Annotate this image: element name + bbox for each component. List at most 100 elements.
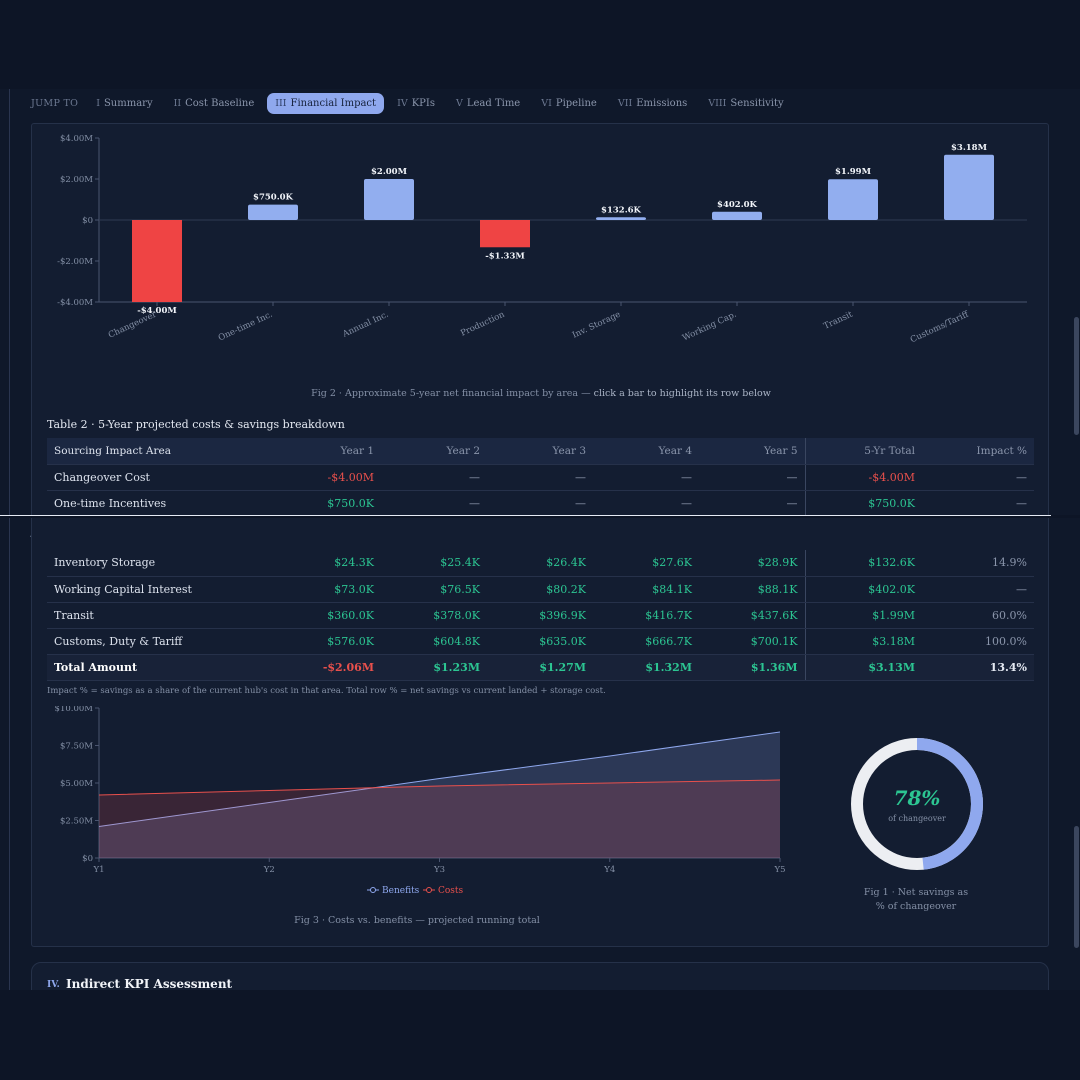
cell-value: $402.0K: [804, 576, 922, 603]
bar-4[interactable]: [480, 220, 530, 248]
y-tick-label: $5.00M: [60, 779, 93, 789]
table-row[interactable]: Transit $360.0K $378.0K $396.9K $416.7K $437.…: [47, 602, 1034, 629]
cell-value: $27.6K: [593, 550, 699, 577]
series-line-costs: [98, 779, 781, 796]
scrollbar-thumb[interactable]: [1074, 317, 1079, 435]
cell-value: -$4.00M: [267, 464, 381, 491]
table-row[interactable]: Customs, Duty & Tariff $576.0K $604.8K $635…: [47, 628, 1034, 655]
col-header-year2[interactable]: Year 2: [381, 438, 487, 465]
viewport-top: JUMP TO I Summary II Cost Baseline III Financi…: [0, 89, 1080, 515]
fig3-caption: Fig 3 · Costs vs. benefits — projected r…: [294, 915, 540, 926]
fig1-caption-line2: % of changeover: [875, 901, 957, 912]
col-header-year1[interactable]: Year 1: [267, 438, 381, 465]
table-row[interactable]: Changeover Cost -$4.00M — — — — -$4.00M —: [47, 464, 1034, 491]
x-tick-label: Annual Inc.: [340, 310, 390, 340]
nav-link-label: Summary: [103, 97, 153, 109]
cell-value: $700.1K: [699, 628, 805, 655]
cell-value: $25.4K: [381, 550, 487, 577]
nav-link-numeral: V: [455, 97, 463, 109]
cell-value: 100.0%: [922, 628, 1034, 655]
y-tick-label: $0: [82, 216, 93, 226]
donut-subtitle: of changeover: [888, 813, 946, 823]
section-iv-header[interactable]: IV. Indirect KPI Assessment: [31, 962, 1049, 990]
cell-value: $88.1K: [699, 576, 805, 603]
legend-label-benefits[interactable]: Benefits: [382, 886, 420, 896]
y-tick-label: $7.50M: [60, 742, 93, 752]
cell-value: -$4.00M: [804, 464, 922, 491]
legend-marker: [370, 887, 376, 893]
cell-area: One-time Incentives: [47, 490, 267, 515]
fig1-caption: Fig 1 · Net savings as % of changeover: [856, 886, 976, 914]
table-total-row[interactable]: Total Amount -$2.06M $1.23M $1.27M $1.32M $1.…: [47, 653, 1034, 681]
cell-area: Inventory Storage: [47, 550, 267, 577]
scrollbar-thumb[interactable]: [1074, 826, 1079, 948]
cell-value: —: [487, 464, 593, 491]
col-header-impact[interactable]: Impact %: [922, 438, 1034, 465]
left-rule: [9, 89, 10, 515]
bar-8[interactable]: [944, 154, 994, 220]
bar-3[interactable]: [364, 179, 414, 220]
legend-label-costs[interactable]: Costs: [438, 886, 464, 896]
fig2-caption-hint: click a bar to highlight its row below: [593, 388, 771, 399]
x-tick-label: Customs/Tariff: [909, 309, 971, 345]
bar-1[interactable]: [132, 220, 182, 302]
nav-link-numeral: VII: [617, 97, 633, 109]
y-tick-label: $4.00M: [60, 134, 93, 144]
section-title: Indirect KPI Assessment: [66, 977, 233, 990]
bar-value-label: $2.00M: [371, 167, 408, 177]
bar-6[interactable]: [712, 211, 762, 220]
scrollbar[interactable]: [1072, 518, 1080, 990]
cell-value: -$2.06M: [267, 653, 381, 681]
cell-value: $750.0K: [804, 490, 922, 515]
bar-2[interactable]: [248, 204, 298, 220]
cell-value: $416.7K: [593, 602, 699, 629]
bar-5[interactable]: [596, 217, 646, 220]
col-header-area[interactable]: Sourcing Impact Area: [47, 438, 267, 465]
nav-link-numeral: II: [173, 97, 182, 109]
cell-value: $1.36M: [699, 653, 805, 681]
bar-value-label: $132.6K: [601, 205, 642, 215]
table2-title: Table 2 · 5-Year projected costs & savin…: [47, 418, 345, 431]
fig3-area-chart: $10.00M $7.50M $5.00M $2.50M $0Y1 Y2 Y3 Y4 Y5 Ben…: [55, 706, 786, 896]
col-header-year4[interactable]: Year 4: [593, 438, 699, 465]
table-header-row: Sourcing Impact Area Year 1 Year 2 Year …: [47, 438, 1034, 465]
scrollbar[interactable]: [1072, 89, 1080, 515]
y-tick-label: $0: [82, 854, 93, 864]
donut-ring: [851, 738, 983, 870]
table2-note: Impact % = savings as a share of the cur…: [47, 686, 606, 696]
table-row[interactable]: One-time Incentives $750.0K — — — — $750.0K —: [47, 490, 1034, 515]
bar-value-label: $1.99M: [835, 167, 872, 177]
area-fill-costs: [99, 780, 780, 858]
section-number: IV.: [47, 980, 60, 990]
cell-value: —: [593, 464, 699, 491]
col-header-total[interactable]: 5-Yr Total: [804, 438, 922, 465]
bar-7[interactable]: [828, 179, 878, 220]
cell-value: $576.0K: [267, 628, 381, 655]
col-header-year3[interactable]: Year 3: [487, 438, 593, 465]
x-tick-label: Y3: [433, 865, 445, 875]
net-savings-donut: 78% of changeover: [849, 736, 985, 872]
cell-value: $1.23M: [381, 653, 487, 681]
cell-area: Working Capital Interest: [47, 576, 267, 603]
cell-value: $396.9K: [487, 602, 593, 629]
col-header-year5[interactable]: Year 5: [699, 438, 805, 465]
x-tick-label: Y1: [92, 865, 104, 875]
cell-value: 13.4%: [922, 653, 1034, 681]
screenshot-divider: [0, 515, 1051, 518]
table-row[interactable]: Inventory Storage $24.3K $25.4K $26.4K $27.6…: [47, 550, 1034, 577]
table-row[interactable]: Working Capital Interest $73.0K $76.5K $80.…: [47, 576, 1034, 603]
bar-value-label: $3.18M: [951, 143, 988, 153]
fig2-caption: Fig 2 · Approximate 5-year net financial…: [32, 388, 1050, 399]
nav-link-label: Sensitivity: [730, 97, 784, 109]
x-tick-label: Inv. Storage: [571, 310, 622, 341]
cell-value: $80.2K: [487, 576, 593, 603]
